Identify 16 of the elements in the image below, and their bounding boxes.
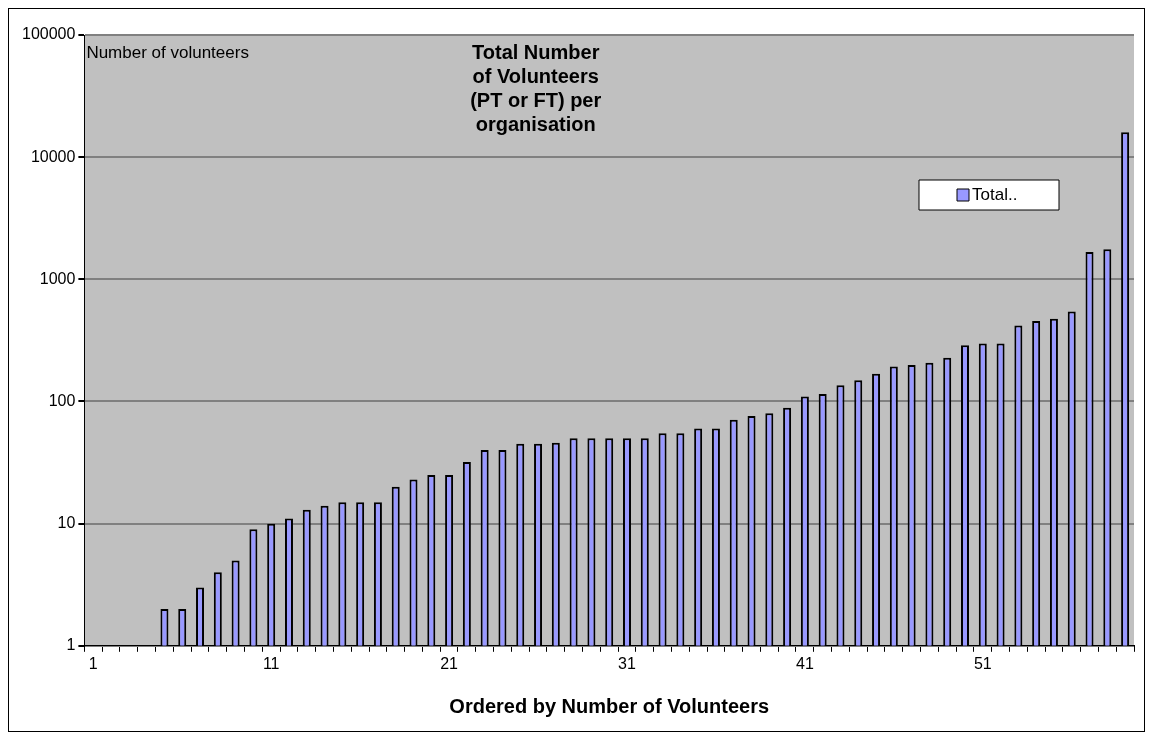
x-axis-title: Ordered by Number of Volunteers xyxy=(449,694,770,717)
x-tick-label: 41 xyxy=(795,654,814,672)
y-tick-label: 100000 xyxy=(22,25,76,43)
legend-label: Total.. xyxy=(972,184,1018,204)
y-tick-label: 1000 xyxy=(39,269,76,287)
text: Total Number of Volunteers (PT or FT) per organisation xyxy=(470,40,602,135)
x-tick-label: 31 xyxy=(618,654,636,672)
x-tick-label: 11 xyxy=(262,654,280,672)
y-tick-label: 10 xyxy=(57,514,76,532)
y-tick-label: 10000 xyxy=(30,147,76,165)
x-tick-label: 21 xyxy=(440,654,459,672)
x-tick-label: 51 xyxy=(973,654,992,672)
y-axis-title: Number of volunteers xyxy=(86,43,249,63)
x-tick-label: 1 xyxy=(88,654,98,672)
y-tick-label: 1 xyxy=(66,636,76,654)
y-tick-label: 100 xyxy=(48,391,76,409)
